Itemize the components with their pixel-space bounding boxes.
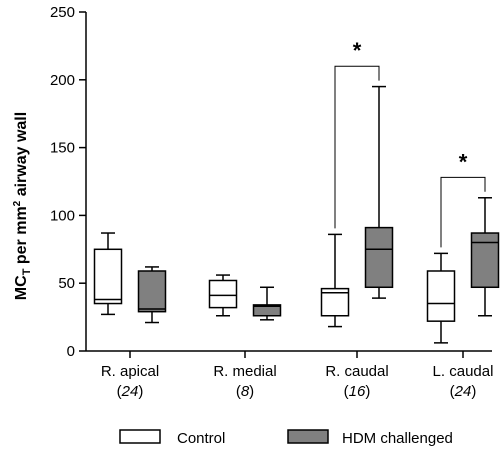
box-iqr — [137, 270, 167, 313]
y-axis-title: MCT per mm2 airway wall — [12, 112, 33, 300]
significance-star: * — [353, 38, 362, 63]
y-tick-label: 100 — [50, 207, 75, 224]
box-plot-area — [93, 85, 500, 344]
y-axis: 0 50 100 150 200 250 — [50, 4, 87, 360]
x-category-label: R. medial — [213, 363, 276, 380]
x-category-label: R. apical — [101, 363, 159, 380]
box-hdm — [470, 197, 500, 317]
significance-annotations: ** — [334, 38, 486, 248]
box-iqr — [93, 248, 123, 305]
y-tick-label: 200 — [50, 72, 75, 89]
y-tick-label: 50 — [58, 275, 75, 292]
box-iqr — [426, 270, 456, 322]
x-category-n: (24) — [117, 383, 144, 400]
x-category-n: (8) — [236, 383, 254, 400]
box-hdm — [252, 286, 282, 321]
x-category-n: (16) — [344, 383, 371, 400]
y-tick-label: 150 — [50, 140, 75, 157]
box-hdm — [137, 266, 167, 324]
x-category-n: (24) — [450, 383, 477, 400]
box-iqr — [252, 304, 282, 317]
y-tick-label: 0 — [67, 343, 75, 360]
box-iqr — [470, 232, 500, 289]
legend-label-control: Control — [177, 430, 225, 447]
box-control — [208, 274, 238, 317]
box-control — [320, 233, 350, 328]
legend-label-hdm: HDM challenged — [342, 430, 453, 447]
x-category-label: R. caudal — [325, 363, 388, 380]
significance-bracket — [334, 65, 380, 229]
box-control — [426, 252, 456, 344]
x-category-label: L. caudal — [433, 363, 494, 380]
x-axis: R. apical (24) R. medial (8) R. caudal (16) L.… — [86, 350, 494, 400]
significance-star: * — [459, 149, 468, 174]
y-tick-label: 250 — [50, 4, 75, 21]
box-iqr — [364, 226, 394, 289]
box-iqr — [208, 279, 238, 309]
legend-swatch-control — [119, 429, 161, 444]
box-hdm — [364, 85, 394, 299]
significance-bracket — [440, 176, 486, 248]
legend: Control HDM challenged — [119, 429, 453, 447]
box-control — [93, 232, 123, 316]
legend-swatch-hdm — [287, 429, 329, 444]
